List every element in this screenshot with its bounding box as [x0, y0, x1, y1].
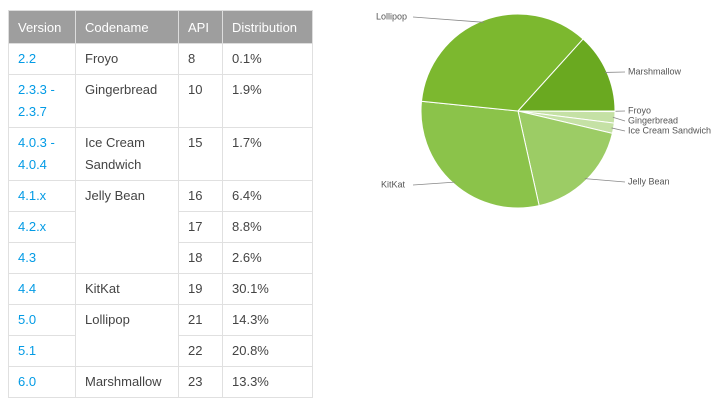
slice-label: Froyo — [628, 105, 651, 115]
version: 2.3.3 - 2.3.7 — [8, 74, 76, 128]
api-level: 8 — [178, 43, 223, 75]
slice-label: Jelly Bean — [628, 176, 670, 186]
table-row: 4.0.3 - 4.0.4 Ice Cream Sandwich 15 1.7% — [8, 127, 313, 181]
api-level: 18 — [178, 242, 223, 274]
distribution: 6.4% — [222, 180, 313, 212]
table-row: 6.0 Marshmallow 23 13.3% — [8, 366, 313, 398]
table-row: 4.1.x Jelly Bean 16 6.4% — [8, 180, 313, 274]
api-level: 23 — [178, 366, 223, 398]
codename: Ice Cream Sandwich — [75, 127, 179, 181]
codename: Gingerbread — [75, 74, 179, 128]
header-cell: Distribution — [222, 10, 313, 44]
pie-slice — [420, 13, 584, 112]
table-row: 2.2 Froyo 8 0.1% — [8, 43, 313, 75]
slice-label: Gingerbread — [628, 115, 678, 125]
table-row: 4.4 KitKat 19 30.1% — [8, 273, 313, 305]
leader-line — [612, 116, 626, 122]
version: 5.0 — [8, 304, 76, 336]
distribution: 2.6% — [222, 242, 313, 274]
codename: Froyo — [75, 43, 179, 75]
header-cell: Version — [8, 10, 76, 44]
version: 2.2 — [8, 43, 76, 75]
codename: Jelly Bean — [75, 180, 179, 274]
slice-label: KitKat — [381, 179, 406, 189]
codename: Marshmallow — [75, 366, 179, 398]
api-level: 22 — [178, 335, 223, 367]
distribution: 1.9% — [222, 74, 313, 128]
pie-slice — [517, 110, 613, 207]
codename: KitKat — [75, 273, 179, 305]
distribution: 1.7% — [222, 127, 313, 181]
slice-label: Marshmallow — [628, 66, 682, 76]
version: 4.2.x — [8, 211, 76, 243]
table-row: 5.0 Lollipop 21 14.3% — [8, 304, 313, 367]
header-row: Version Codename API Distribution — [8, 10, 313, 44]
distribution-table: Version Codename API Distribution 2.2 Froyo 8… — [8, 10, 313, 398]
version: 4.4 — [8, 273, 76, 305]
leader-line — [611, 127, 626, 132]
leader-line — [584, 178, 626, 183]
api-level: 16 — [178, 180, 223, 212]
version: 4.0.3 - 4.0.4 — [8, 127, 76, 181]
leader-line — [412, 181, 455, 186]
api-level: 10 — [178, 74, 223, 128]
pie-slice — [420, 100, 540, 209]
pie-slice — [516, 38, 616, 112]
leader-line — [412, 16, 484, 23]
table-row: 4.3 18 2.6% — [8, 242, 313, 274]
slice-label: Ice Cream Sandwich — [628, 125, 711, 135]
api-level: 21 — [178, 304, 223, 336]
slice-label: Lollipop — [376, 11, 407, 21]
version: 6.0 — [8, 366, 76, 398]
distribution: 13.3% — [222, 366, 313, 398]
table-row: 2.3.3 - 2.3.7 Gingerbread 10 1.9% — [8, 74, 313, 128]
